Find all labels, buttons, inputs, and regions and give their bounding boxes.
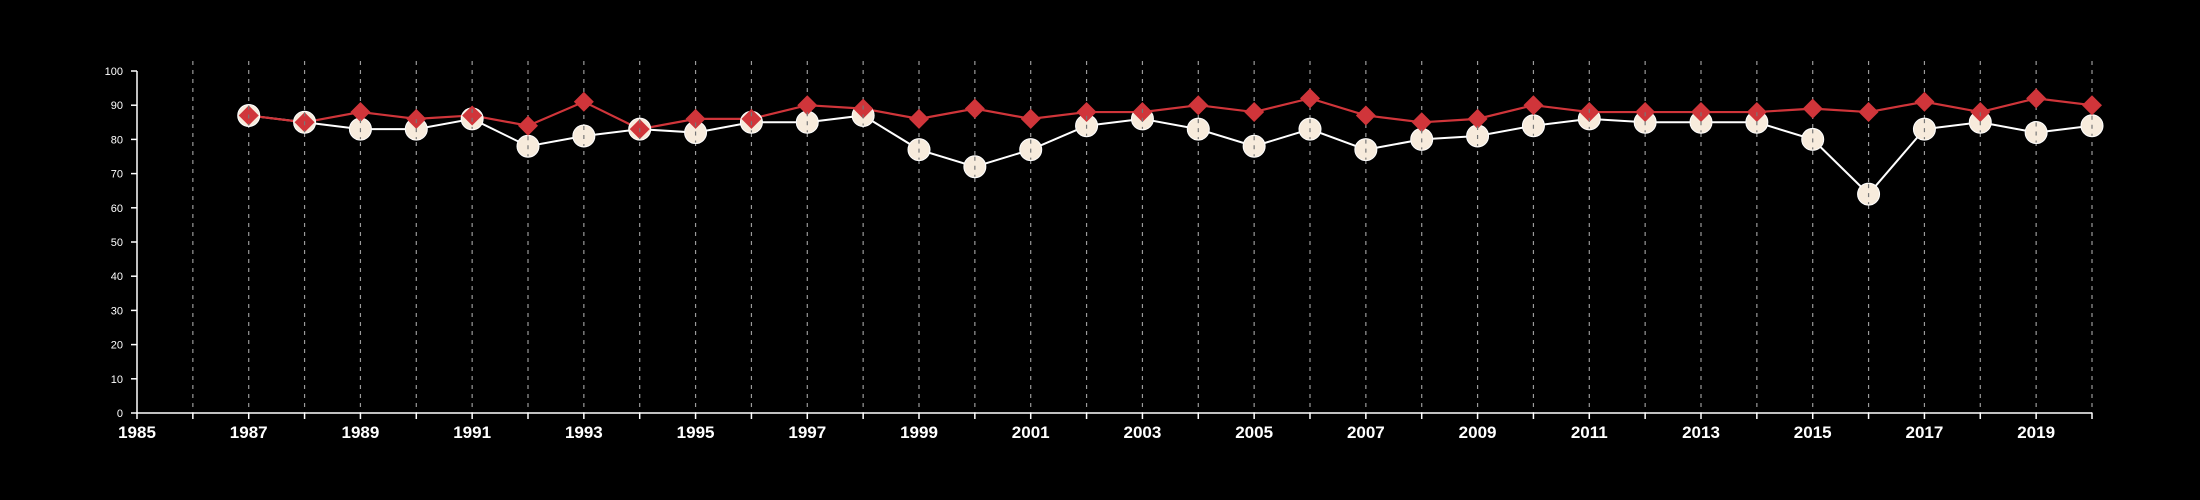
y-tick-label: 70 [111,169,123,181]
diamond-marker [1635,102,1656,123]
diamond-marker [462,105,483,126]
diamond-marker [2082,95,2102,116]
x-tick-label: 2019 [2017,423,2055,442]
x-tick-label: 1993 [565,423,603,442]
x-tick-label: 2009 [1459,423,1497,442]
y-tick-label: 30 [111,305,123,317]
x-tick-label: 2003 [1124,423,1162,442]
diamond-marker [1300,88,1320,109]
y-tick-label: 90 [111,100,123,112]
series-line-2 [248,97,2093,131]
diamond-marker [1802,98,1823,119]
y-tick-label: 100 [105,66,123,78]
x-tick-label: 2007 [1347,423,1385,442]
x-tick-label: 2001 [1012,423,1050,442]
series-line-1 [248,114,2093,196]
y-tick-label: 0 [117,408,123,420]
diamond-marker [1914,91,1935,112]
x-tick-label: 2013 [1682,423,1720,442]
diamond-marker [1970,102,1991,123]
x-tick-label: 2011 [1571,423,1608,442]
x-tick-label: 2015 [1794,423,1832,442]
diamond-marker [741,108,762,129]
diamond-marker [406,108,427,129]
x-tick-label: 1989 [342,423,380,442]
diamond-marker [797,95,818,116]
x-tick-label: 1999 [900,423,938,442]
series-markers [237,88,2104,206]
y-tick-label: 10 [111,374,123,386]
x-tick-label: 1991 [453,423,491,442]
diamond-marker [1691,102,1711,123]
diamond-marker [2026,88,2047,109]
series-lines [248,97,2093,196]
axes: 0 10 20 30 40 50 60 70 80 90 100 1985 1987 1989 1991 19… [105,66,2093,442]
x-tick-label: 2017 [1906,423,1944,442]
diamond-marker [685,108,706,129]
diamond-marker [1858,102,1879,123]
y-tick-label: 50 [111,237,123,249]
diamond-marker [1467,108,1488,129]
diamond-marker [1076,102,1097,123]
diamond-marker [350,102,371,123]
x-tick-label: 1985 [118,423,156,442]
diamond-marker [1188,95,1209,116]
x-tick-label: 2005 [1235,423,1273,442]
gridlines-over-markers [248,105,2093,205]
diamond-marker [1020,108,1041,129]
y-tick-label: 20 [111,340,123,352]
diamond-marker [573,91,594,112]
y-tick-label: 40 [111,271,123,283]
diamond-marker [1746,102,1767,123]
y-tick-label: 60 [111,203,123,215]
x-tick-label: 1995 [677,423,715,442]
y-tick-label: 80 [111,134,123,146]
diamond-marker [1523,95,1544,116]
diamond-marker [909,108,929,129]
diamond-marker [964,98,985,119]
diamond-marker [1355,105,1376,126]
x-tick-label: 1987 [230,423,268,442]
x-tick-label: 1997 [788,423,826,442]
diamond-marker [1244,102,1265,123]
diamond-marker [518,115,538,136]
diamond-marker [1411,112,1432,133]
